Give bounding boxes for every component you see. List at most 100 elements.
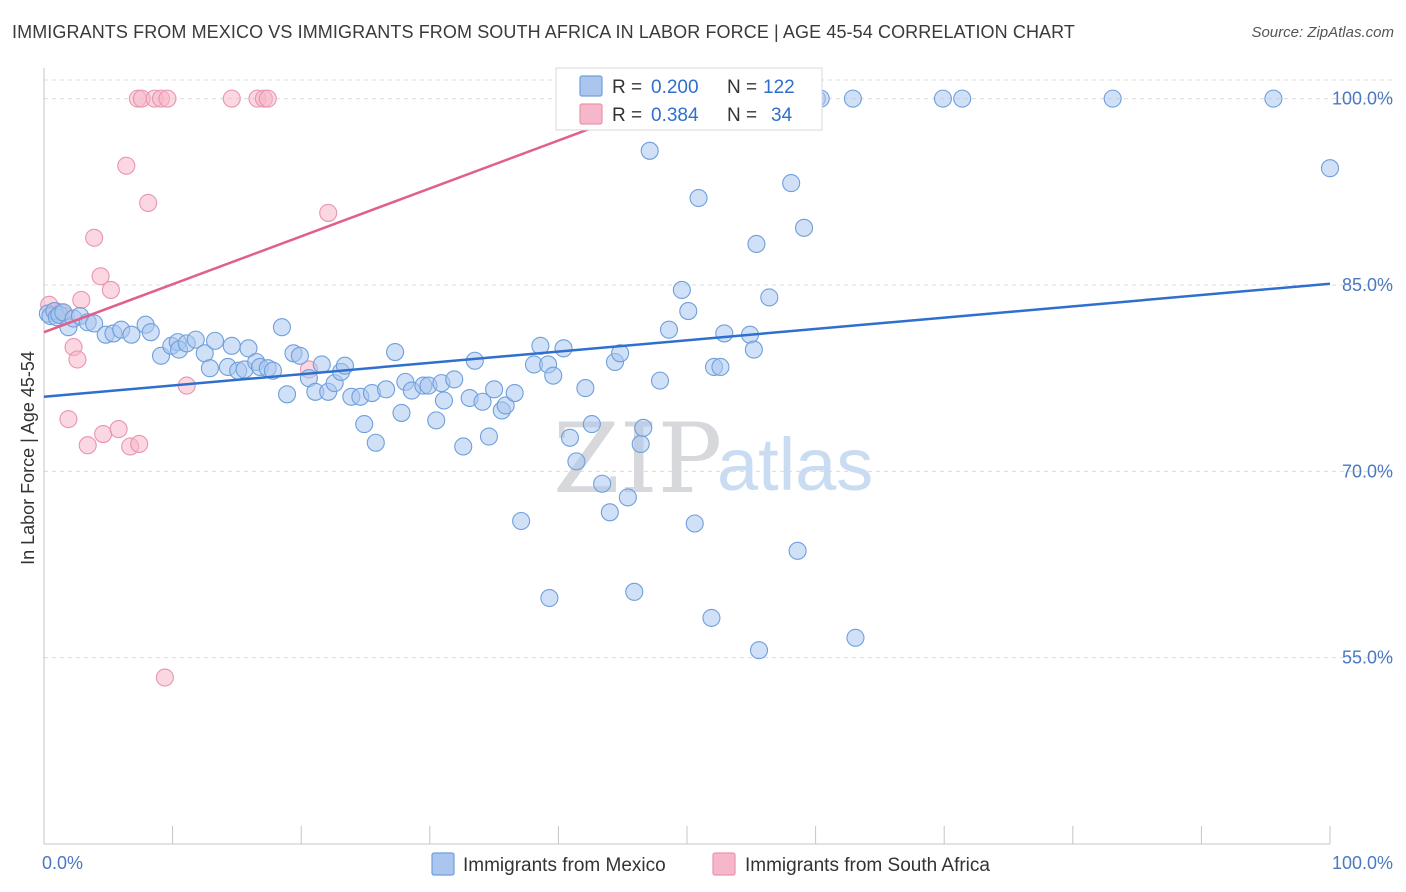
mexico-point	[312, 355, 331, 374]
legend-n-label-south-africa: N =	[727, 105, 757, 126]
south-africa-point	[130, 434, 149, 454]
mexico-point	[141, 323, 160, 342]
y-tick-label: 100.0%	[1332, 89, 1393, 109]
y-axis-label: In Labor Force | Age 45-54	[18, 351, 38, 565]
mexico-point	[685, 514, 704, 533]
legend-swatch-south-africa	[579, 103, 603, 125]
mexico-point	[788, 541, 807, 560]
south-africa-point	[68, 350, 87, 369]
y-tick-label: 85.0%	[1342, 275, 1393, 295]
x-tick-label-max: 100.0%	[1332, 853, 1393, 873]
y-tick-label: 70.0%	[1342, 461, 1393, 481]
mexico-point	[659, 320, 679, 339]
mexico-point	[1103, 89, 1122, 108]
mexico-point	[744, 340, 763, 359]
south-africa-point	[258, 89, 277, 108]
mexico-point	[445, 370, 464, 389]
legend-n-value-mexico: 122	[763, 77, 795, 98]
mexico-point	[355, 415, 374, 434]
legend-n-label-mexico: N =	[727, 77, 757, 98]
mexico-point	[749, 641, 769, 660]
south-africa-trend-line	[43, 96, 675, 334]
mexico-point	[933, 89, 952, 108]
mexico-point	[392, 403, 411, 422]
mexico-point	[386, 343, 405, 362]
bottom-legend-swatch-south-africa	[712, 852, 736, 876]
mexico-point	[711, 357, 730, 377]
y-tick-labels: 55.0% 70.0% 85.0% 100.0%	[1332, 89, 1393, 668]
mexico-point	[512, 511, 531, 531]
legend-swatch-mexico	[579, 75, 603, 97]
mexico-point	[843, 89, 862, 108]
bottom-legend-swatch-mexico	[431, 852, 455, 876]
mexico-point	[650, 371, 670, 390]
south-africa-point	[155, 668, 174, 687]
mexico-point	[479, 427, 499, 446]
mexico-point	[760, 288, 779, 307]
mexico-point	[640, 141, 659, 160]
mexico-point	[85, 314, 104, 333]
mexico-point	[618, 488, 637, 507]
mexico-point	[576, 379, 595, 398]
mexico-point	[554, 339, 573, 358]
mexico-point	[427, 411, 446, 430]
south-africa-point	[319, 203, 338, 222]
mexico-point	[631, 434, 650, 454]
mexico-point	[679, 302, 698, 321]
south-africa-point	[85, 228, 104, 247]
series-legend: Immigrants from Mexico Immigrants from S…	[431, 852, 990, 876]
mexico-point	[263, 361, 282, 380]
mexico-point	[377, 380, 396, 399]
south-africa-point	[91, 267, 110, 286]
mexico-point	[953, 89, 972, 108]
mexico-point	[625, 582, 644, 601]
axes	[43, 68, 1331, 845]
south-africa-point	[222, 89, 241, 108]
legend-r-value-south-africa: 0.384	[651, 105, 699, 126]
legend-n-value-south-africa: 34	[771, 105, 793, 126]
mexico-point	[465, 351, 484, 370]
south-africa-point	[158, 89, 177, 108]
mexico-point	[702, 608, 721, 627]
mexico-point	[434, 391, 453, 410]
x-tick-label-min: 0.0%	[42, 853, 83, 873]
south-africa-point	[78, 436, 97, 455]
mexico-point	[1320, 159, 1340, 178]
south-africa-point	[117, 156, 136, 175]
mexico-point	[846, 628, 865, 647]
mexico-point	[186, 330, 205, 349]
mexico-point	[505, 384, 524, 403]
south-africa-point	[109, 420, 128, 439]
chart-title: IMMIGRANTS FROM MEXICO VS IMMIGRANTS FRO…	[12, 22, 1076, 42]
mexico-point	[366, 433, 385, 452]
mexico-point	[1264, 89, 1283, 108]
mexico-point	[634, 418, 653, 437]
legend-r-value-mexico: 0.200	[651, 77, 699, 98]
mexico-trend-line	[43, 282, 1331, 399]
mexico-points	[38, 89, 1340, 660]
mexico-point	[278, 385, 297, 404]
mexico-point	[611, 344, 630, 363]
bottom-legend-label-mexico: Immigrants from Mexico	[463, 855, 666, 876]
south-africa-point	[59, 410, 78, 429]
mexico-point	[290, 346, 309, 365]
bottom-legend-label-south-africa: Immigrants from South Africa	[745, 855, 990, 876]
mexico-point	[689, 188, 708, 208]
mexico-point	[593, 474, 612, 493]
south-africa-point	[101, 280, 120, 299]
mexico-point	[239, 339, 258, 358]
mexico-point	[600, 503, 619, 522]
trend-lines	[43, 96, 1331, 399]
south-africa-point	[94, 424, 113, 444]
mexico-point	[715, 324, 734, 343]
south-africa-point	[139, 193, 158, 213]
mexico-point	[540, 588, 559, 608]
watermark-atlas: atlas	[717, 423, 873, 506]
mexico-point	[485, 380, 504, 399]
south-africa-point	[72, 290, 91, 309]
mexico-point	[473, 392, 492, 411]
mexico-point	[782, 174, 801, 193]
mexico-point	[567, 452, 586, 471]
mexico-point	[582, 415, 601, 434]
